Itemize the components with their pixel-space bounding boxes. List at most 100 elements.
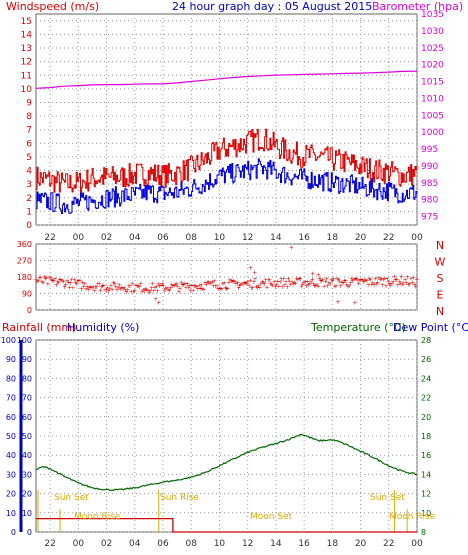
dir-point-117: + — [173, 281, 178, 288]
dir-point-7: + — [42, 274, 47, 281]
dir-point-146: + — [207, 281, 212, 288]
wind-tick-label-15: 15 — [21, 17, 32, 27]
dir-point-245: + — [325, 283, 330, 290]
dir-point-126: + — [184, 284, 189, 291]
chart-title: 24 hour graph day : 05 August 2015 — [172, 0, 372, 13]
dir-point-258: + — [341, 280, 346, 287]
dir-outlier-3: + — [252, 269, 257, 276]
dir-point-244: + — [324, 276, 329, 283]
dir-point-8: + — [43, 276, 48, 283]
dir-point-35: + — [75, 278, 80, 285]
dir-point-175: + — [242, 280, 247, 287]
dir-point-14: + — [50, 278, 55, 285]
dir-point-297: + — [387, 281, 392, 288]
dir-point-240: + — [319, 278, 324, 285]
dir-point-250: + — [331, 275, 336, 282]
dir-outlier-6: + — [316, 272, 321, 279]
dir-point-213: + — [287, 278, 292, 285]
dir-point-267: + — [351, 276, 356, 283]
dir-point-12: + — [48, 275, 53, 282]
dir-point-78: + — [126, 283, 131, 290]
dir-point-281: + — [368, 277, 373, 284]
dir-point-52: + — [95, 281, 100, 288]
humidity-tick-label-7: 70 — [22, 394, 32, 403]
dir-point-314: + — [407, 281, 412, 288]
baro-tick-label-8: 1015 — [421, 78, 444, 88]
dir-point-94: + — [145, 288, 150, 295]
dir-point-25: + — [63, 282, 68, 289]
lower-x-tick-label-8: 14 — [270, 539, 282, 549]
humidity-tick-label-2: 20 — [22, 490, 32, 499]
barometer-series — [35, 70, 418, 89]
dir-point-142: + — [203, 280, 208, 287]
dir-point-97: + — [149, 285, 154, 292]
moon-rise-label-1: Moon Rise — [74, 512, 121, 522]
humidity-tick-label-9: 90 — [22, 355, 32, 364]
dir-point-230: + — [307, 280, 312, 287]
dir-point-160: + — [224, 286, 229, 293]
dir-point-318: + — [412, 281, 417, 288]
dir-point-33: + — [73, 279, 78, 286]
dir-point-108: + — [162, 288, 167, 295]
humidity-tick-label-1: 10 — [22, 509, 32, 518]
wind-x-tick-label-6: 10 — [214, 233, 226, 243]
wind-tick-label-5: 5 — [26, 153, 32, 163]
dir-point-279: + — [366, 282, 371, 289]
baro-tick-label-11: 1030 — [421, 27, 444, 37]
rain-tick-label-4: 40 — [6, 451, 16, 460]
dir-point-299: + — [389, 281, 394, 288]
dir-point-77: + — [125, 287, 130, 294]
dir-point-104: + — [157, 283, 162, 290]
dir-point-159: + — [223, 284, 228, 291]
dir-point-162: + — [226, 280, 231, 287]
dir-point-199: + — [270, 283, 275, 290]
temp-tick-label-2: 12 — [421, 490, 431, 499]
dir-point-65: + — [111, 280, 116, 287]
dir-point-155: + — [218, 285, 223, 292]
dir-point-79: + — [128, 283, 133, 290]
rain-tick-label-1: 10 — [6, 509, 16, 518]
windspeed-axis-title: Windspeed (m/s) — [6, 0, 99, 13]
dir-point-32: + — [72, 277, 77, 284]
dir-point-83: + — [132, 288, 137, 295]
temperature-series — [35, 433, 418, 492]
dir-tick-label-2: 180 — [17, 273, 32, 282]
dir-point-207: + — [280, 284, 285, 291]
dir-point-57: + — [101, 282, 106, 289]
dir-point-82: + — [131, 288, 136, 295]
dir-point-205: + — [278, 279, 283, 286]
dir-point-154: + — [217, 286, 222, 293]
dir-point-261: + — [344, 282, 349, 289]
dir-point-265: + — [349, 275, 354, 282]
wind-tick-label-12: 12 — [21, 58, 32, 68]
dir-point-292: + — [381, 277, 386, 284]
dir-point-161: + — [225, 286, 230, 293]
temp-tick-label-6: 20 — [421, 413, 431, 422]
dir-point-80: + — [129, 289, 134, 296]
dir-point-64: + — [110, 287, 115, 294]
dir-point-111: + — [166, 286, 171, 293]
dir-point-118: + — [174, 281, 179, 288]
dir-point-11: + — [47, 274, 52, 281]
dir-point-95: + — [147, 289, 152, 296]
dir-point-129: + — [187, 283, 192, 290]
dir-point-191: + — [261, 279, 266, 286]
temp-tick-label-5: 18 — [421, 432, 431, 441]
wind-x-tick-label-4: 06 — [157, 233, 169, 243]
dir-point-164: + — [229, 278, 234, 285]
dir-point-203: + — [275, 278, 280, 285]
dir-point-169: + — [235, 280, 240, 287]
lower-x-tick-label-7: 12 — [242, 539, 253, 549]
dir-point-291: + — [380, 282, 385, 289]
humidity-tick-label-10: 100 — [17, 336, 32, 345]
dir-point-233: + — [311, 281, 316, 288]
baro-tick-label-10: 1025 — [421, 44, 444, 54]
lower-x-tick-label-3: 04 — [129, 539, 141, 549]
compass-letter-0: N — [436, 239, 444, 252]
dir-point-212: + — [286, 276, 291, 283]
rain-tick-label-3: 30 — [6, 470, 16, 479]
dir-point-210: + — [284, 279, 289, 286]
dir-point-60: + — [105, 285, 110, 292]
